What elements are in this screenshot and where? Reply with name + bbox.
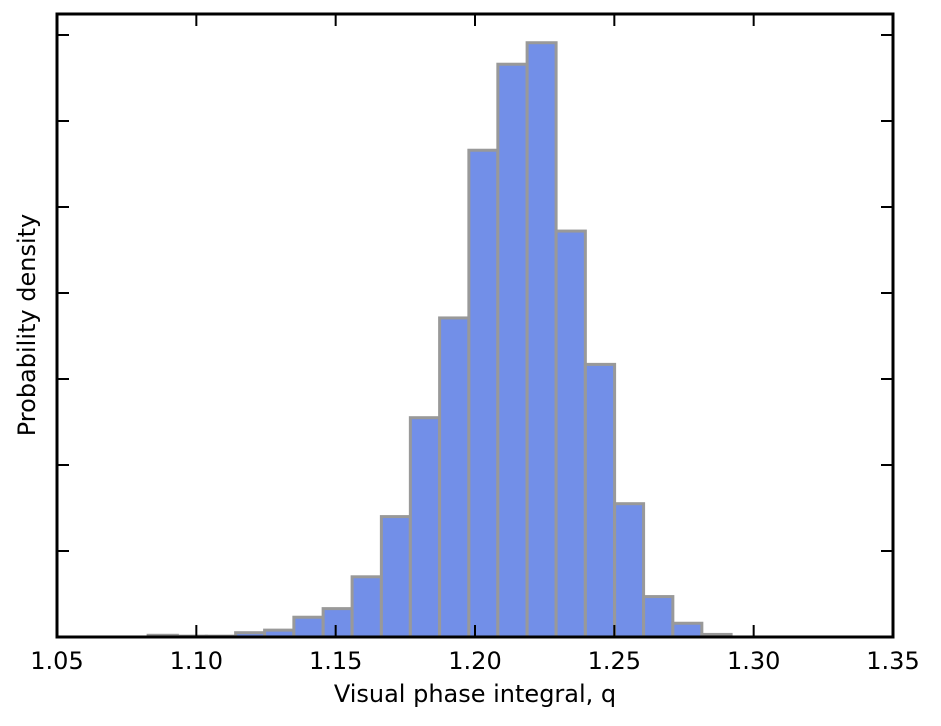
x-tick-label: 1.10 <box>170 647 223 675</box>
histogram-bar <box>408 416 442 639</box>
histogram-bar <box>642 595 675 639</box>
x-tick-label: 1.05 <box>30 647 83 675</box>
histogram-bar <box>467 148 500 639</box>
histogram-bar <box>321 607 354 639</box>
x-axis-label: Visual phase integral, q <box>334 680 616 708</box>
histogram-bar <box>554 229 587 639</box>
histogram-bar <box>350 575 383 639</box>
histogram-bar <box>525 41 558 639</box>
y-axis-label: Probability density <box>13 214 41 437</box>
histogram-bar <box>583 362 617 639</box>
x-tick-label: 1.15 <box>309 647 362 675</box>
x-tick-label: 1.25 <box>588 647 641 675</box>
x-tick-label: 1.30 <box>727 647 780 675</box>
histogram-bar <box>671 621 704 639</box>
histogram-bar <box>292 615 325 639</box>
histogram-bar <box>496 62 529 639</box>
histogram-bar <box>613 502 646 639</box>
x-tick-label: 1.20 <box>448 647 501 675</box>
x-tick-label: 1.35 <box>866 647 919 675</box>
histogram-bar <box>379 515 412 639</box>
plot-frame <box>55 12 895 639</box>
histogram-bar <box>438 316 471 639</box>
